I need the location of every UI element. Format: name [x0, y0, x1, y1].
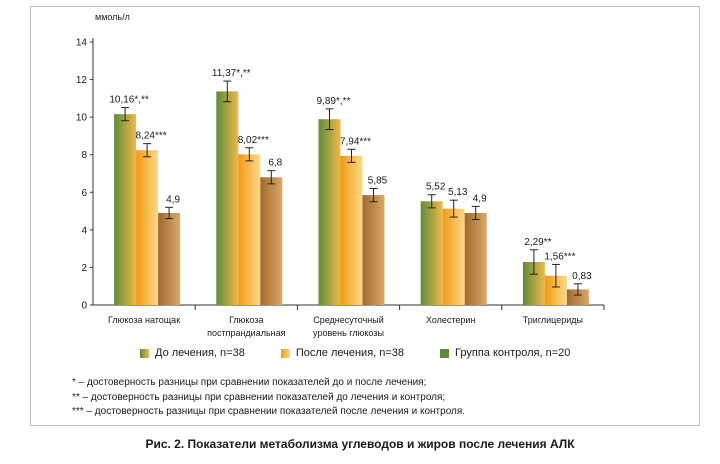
data-label: 8,24***: [136, 131, 167, 142]
legend-swatch-control: [440, 348, 450, 358]
data-label: 9,89*,**: [317, 96, 351, 107]
x-category-label: Холестерин: [426, 315, 476, 325]
y-tick-label: 6: [81, 188, 87, 199]
bar: [136, 150, 159, 305]
bar: [522, 261, 545, 305]
data-label: 4,9: [166, 194, 180, 205]
bar-chart: ммоль/л 0 2 4 6 8 10 12 14 10,16*,** 8,24*** 4,9 Гл…: [76, 12, 605, 338]
y-tick-label: 2: [81, 263, 87, 274]
bar: [420, 201, 443, 305]
legend-label-control: Группа контроля, n=20: [455, 347, 571, 359]
data-label: 4,9: [473, 193, 487, 204]
bar: [442, 208, 465, 305]
legend-item-control: Группа контроля, n=20: [440, 347, 570, 359]
figure-caption: Рис. 2. Показатели метаболизма углеводов…: [145, 437, 575, 451]
legend: До лечения, n=38 После лечения, n=38 Гру…: [140, 347, 570, 359]
data-label: 5,52: [426, 182, 446, 193]
footnote-3: *** – достоверность разницы при сравнени…: [72, 406, 466, 417]
data-label: 10,16*,**: [109, 95, 149, 106]
bar: [260, 177, 283, 305]
legend-item-before: До лечения, n=38: [140, 347, 245, 359]
y-tick-label: 0: [81, 301, 87, 312]
footnote-1: * – достоверность разницы при сравнении …: [72, 377, 427, 388]
bar: [238, 154, 261, 305]
legend-item-after: После лечения, n=38: [280, 347, 405, 359]
bar: [318, 119, 341, 305]
data-label: 1,56***: [544, 251, 575, 262]
bar: [362, 195, 385, 305]
x-category-label: постпрандиальная: [207, 328, 286, 338]
footnotes: * – достоверность разницы при сравнении …: [72, 376, 465, 420]
bar: [216, 91, 239, 305]
bar: [464, 212, 487, 305]
data-label: 7,94***: [340, 136, 371, 147]
legend-label-after: После лечения, n=38: [295, 347, 405, 359]
x-category-label: Глюкоза: [229, 315, 263, 325]
bar: [340, 155, 363, 305]
bar: [158, 212, 181, 305]
legend-swatch-before: [140, 348, 149, 358]
bar: [114, 114, 137, 305]
x-category-label: Глюкоза натощак: [108, 315, 180, 325]
y-tick-label: 10: [76, 113, 88, 124]
data-label: 2,29**: [524, 237, 551, 248]
footnote-2: ** – достоверность разницы при сравнении…: [72, 391, 446, 403]
data-label: 5,13: [448, 187, 468, 198]
y-tick-label: 4: [81, 225, 87, 236]
x-category-label: Среднесуточный: [313, 315, 384, 325]
data-label: 11,37*,**: [212, 68, 251, 79]
bar: [544, 275, 567, 305]
legend-swatch-after: [280, 348, 290, 358]
data-label: 6,8: [268, 158, 282, 169]
data-label: 5,85: [368, 176, 388, 187]
y-tick-label: 14: [76, 38, 88, 49]
legend-label-before: До лечения, n=38: [155, 347, 245, 359]
bar: [566, 289, 589, 305]
data-label: 0,83: [572, 271, 592, 282]
y-tick-label: 12: [76, 75, 88, 86]
y-tick-label: 8: [81, 150, 87, 161]
y-unit-label: ммоль/л: [95, 12, 130, 22]
x-category-label: уровень глюкозы: [313, 328, 384, 338]
data-label: 8,02***: [238, 135, 269, 146]
x-category-label: Триглицериды: [523, 315, 583, 325]
